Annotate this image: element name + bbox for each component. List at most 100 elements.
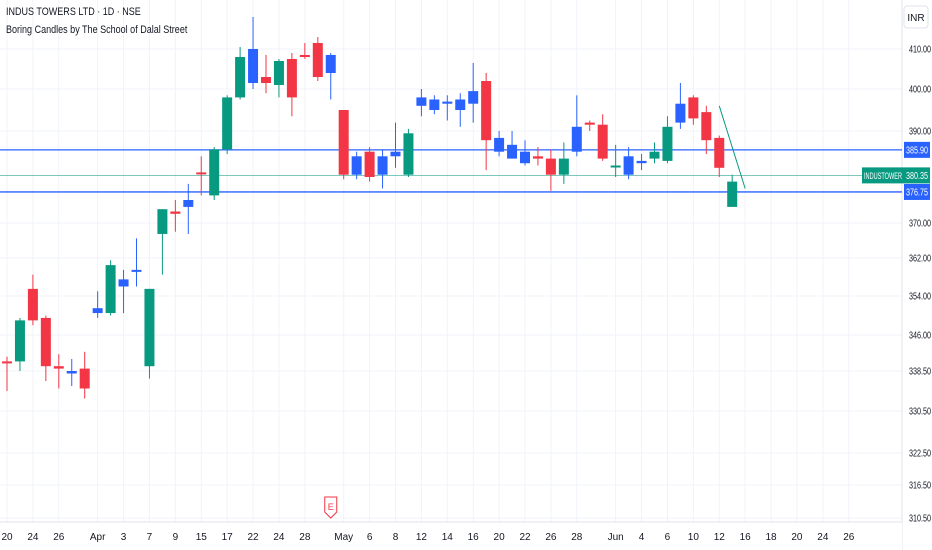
- candle[interactable]: [675, 83, 686, 129]
- chart-title[interactable]: INDUS TOWERS LTD · 1D · NSE: [6, 6, 141, 18]
- candle[interactable]: [312, 37, 323, 81]
- candle[interactable]: [351, 151, 362, 180]
- candle[interactable]: [442, 95, 453, 121]
- currency-box: [903, 5, 929, 29]
- candle[interactable]: [118, 269, 129, 314]
- candle-body: [662, 126, 673, 161]
- time-tick-label: 7: [147, 532, 153, 543]
- trendline[interactable]: [718, 105, 746, 189]
- indicator-label[interactable]: Boring Candles by The School of Dalal St…: [6, 24, 188, 36]
- level-price-label-bg: [904, 183, 930, 200]
- candle[interactable]: [507, 131, 518, 159]
- candle-body: [584, 122, 595, 125]
- candle[interactable]: [597, 114, 608, 161]
- candle[interactable]: [714, 135, 725, 177]
- candle[interactable]: [532, 147, 543, 166]
- candle[interactable]: [403, 128, 414, 177]
- candle[interactable]: [222, 95, 233, 154]
- candle[interactable]: [390, 122, 401, 168]
- candle-body: [261, 77, 271, 83]
- time-tick-label: 3: [121, 532, 127, 543]
- level-price-label: 385.90: [904, 141, 930, 158]
- candle[interactable]: [157, 209, 168, 275]
- candle-body: [507, 144, 518, 159]
- level-price-label-bg: [904, 141, 930, 158]
- candle-body: [416, 97, 427, 106]
- candle[interactable]: [2, 356, 12, 391]
- symbol-tag-bg: [862, 167, 904, 184]
- candle[interactable]: [14, 317, 25, 371]
- currency-button[interactable]: INR: [903, 5, 929, 29]
- time-tick-label: 20: [1, 532, 13, 543]
- time-tick-label: 8: [393, 532, 399, 543]
- candle[interactable]: [610, 144, 621, 177]
- candle[interactable]: [468, 63, 479, 123]
- candle-body: [209, 149, 220, 196]
- candle[interactable]: [338, 110, 349, 180]
- candle-body: [390, 151, 401, 157]
- time-tick-label: May: [334, 532, 353, 543]
- last-price-label-text: 380.35: [906, 171, 928, 182]
- candle[interactable]: [273, 59, 284, 98]
- candle[interactable]: [248, 17, 259, 89]
- candle[interactable]: [325, 53, 336, 100]
- candle[interactable]: [545, 149, 556, 191]
- time-tick-label: 28: [571, 532, 583, 543]
- candle[interactable]: [571, 95, 582, 157]
- candle-body: [183, 200, 194, 207]
- candle[interactable]: [364, 147, 375, 182]
- candle-body: [442, 101, 453, 104]
- candle-body: [571, 126, 582, 152]
- candle[interactable]: [520, 140, 530, 166]
- price-axis[interactable]: [902, 0, 932, 550]
- candle[interactable]: [196, 156, 207, 196]
- candle[interactable]: [584, 120, 595, 132]
- candle[interactable]: [209, 147, 220, 200]
- candle[interactable]: [53, 354, 64, 389]
- time-tick-labels: 20 24 26 Apr 3 7 9 15 17 22 24 28 May 6 8 12 14 16 20 22 26 2…: [1, 532, 854, 543]
- candle[interactable]: [481, 73, 492, 171]
- price-tick-label: 310.50: [909, 514, 931, 525]
- candle[interactable]: [662, 116, 673, 164]
- candle[interactable]: [494, 131, 505, 157]
- grid: [0, 0, 902, 522]
- candle[interactable]: [429, 95, 440, 115]
- time-tick-label: 16: [740, 532, 752, 543]
- time-tick-label: 22: [247, 532, 259, 543]
- candle[interactable]: [416, 89, 427, 117]
- candle[interactable]: [235, 47, 246, 100]
- candle[interactable]: [261, 55, 271, 94]
- candle[interactable]: [727, 174, 738, 207]
- candle[interactable]: [688, 95, 699, 125]
- candle[interactable]: [558, 142, 569, 184]
- candle[interactable]: [455, 93, 466, 127]
- candle[interactable]: [27, 274, 38, 326]
- candle-body: [92, 308, 103, 314]
- candle[interactable]: [623, 147, 634, 180]
- candle[interactable]: [40, 315, 51, 382]
- candle[interactable]: [183, 183, 194, 234]
- candle-body: [2, 361, 12, 364]
- candle[interactable]: [79, 351, 90, 399]
- candle[interactable]: [131, 238, 142, 287]
- candle[interactable]: [105, 260, 116, 316]
- level-price-label-text: 385.90: [906, 145, 928, 156]
- candle-body: [79, 368, 90, 389]
- candle[interactable]: [92, 291, 103, 318]
- candle[interactable]: [636, 154, 647, 171]
- candle-body: [727, 181, 738, 207]
- candle[interactable]: [66, 359, 77, 386]
- candle[interactable]: [701, 105, 712, 154]
- candle-body: [364, 151, 375, 177]
- candle[interactable]: [144, 288, 155, 379]
- candle-body: [688, 97, 699, 119]
- candle[interactable]: [649, 142, 660, 164]
- candle[interactable]: [299, 43, 310, 59]
- candle-body: [157, 209, 168, 234]
- candle[interactable]: [377, 149, 388, 189]
- earnings-marker[interactable]: E: [324, 496, 338, 519]
- candle[interactable]: [286, 53, 297, 117]
- time-axis[interactable]: [0, 522, 902, 550]
- candle[interactable]: [170, 200, 181, 232]
